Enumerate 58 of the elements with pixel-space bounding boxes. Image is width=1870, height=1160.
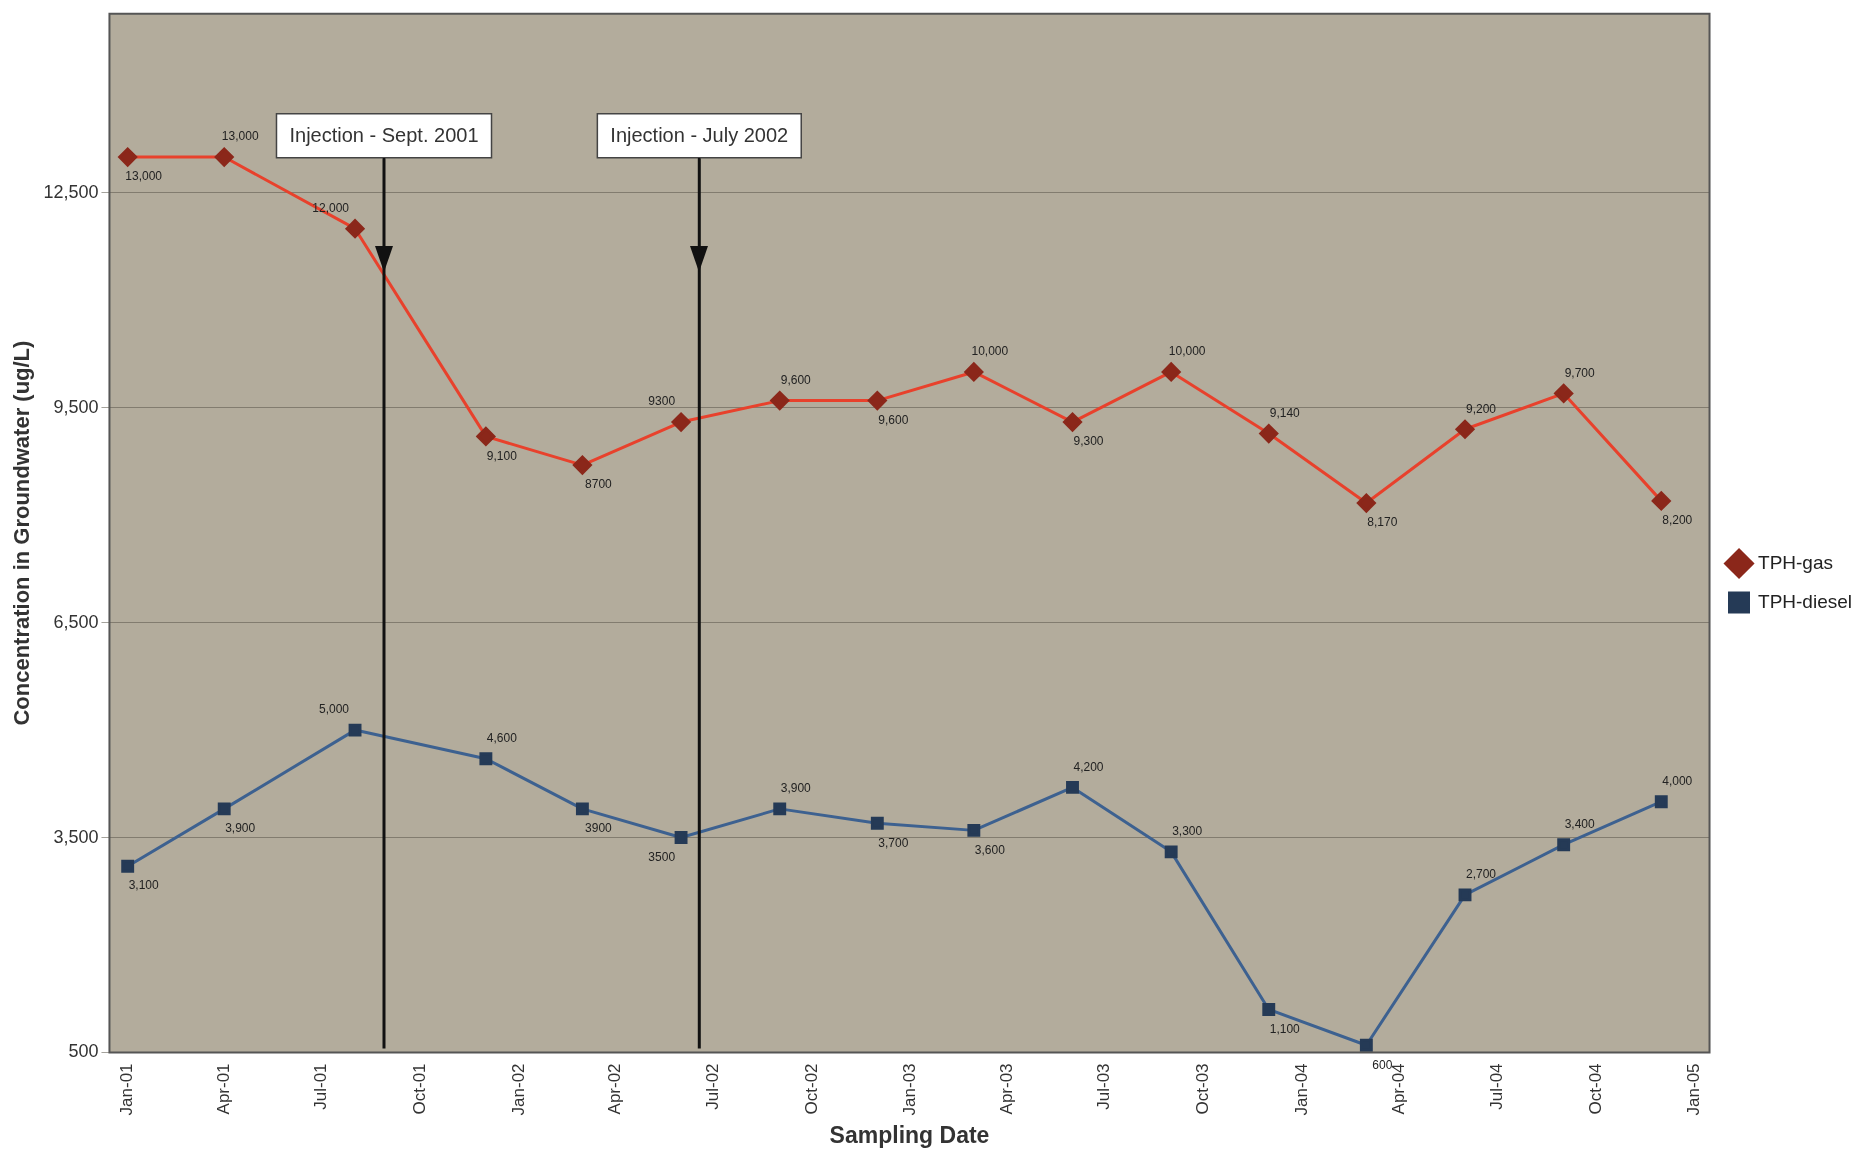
data-label: 9,600: [780, 372, 812, 387]
data-label: 600: [1372, 1057, 1393, 1072]
data-label: 9,600: [878, 412, 909, 427]
x-tick-label: Oct-04: [1585, 1063, 1605, 1115]
y-tick-label: 12,500: [43, 181, 99, 202]
data-label: 9300: [648, 394, 676, 409]
data-label: 3,900: [780, 781, 812, 796]
y-tick-label: 9,500: [53, 396, 99, 417]
data-label: 3,600: [974, 842, 1006, 857]
data-label: 10,000: [971, 344, 1009, 359]
data-label: 3900: [585, 821, 613, 836]
y-tick-label: 6,500: [53, 611, 99, 632]
x-tick-label: Apr-03: [996, 1063, 1016, 1115]
x-axis-title: Sampling Date: [829, 1121, 990, 1148]
data-label: 3,900: [225, 821, 256, 836]
x-tick-label: Oct-01: [410, 1063, 430, 1115]
data-label: 10,000: [1168, 344, 1206, 359]
ref-line-label: Injection - July 2002: [610, 124, 789, 147]
y-tick-label: 500: [68, 1041, 99, 1062]
data-label: 3,300: [1172, 824, 1203, 839]
data-label: 4,000: [1662, 774, 1693, 789]
data-label: 4,600: [486, 731, 518, 746]
ref-line-label: Injection - Sept. 2001: [289, 124, 479, 147]
data-label: 3,400: [1564, 817, 1596, 832]
data-label: 8,170: [1367, 515, 1398, 530]
data-label: 13,000: [125, 169, 163, 184]
x-tick-label: Jul-03: [1094, 1063, 1114, 1110]
data-label: 4,200: [1073, 759, 1104, 774]
data-label: 9,300: [1073, 434, 1104, 449]
data-label: 3,700: [878, 835, 909, 850]
data-label: 2,700: [1466, 867, 1497, 882]
x-tick-label: Apr-02: [605, 1063, 625, 1115]
y-tick-label: 3,500: [53, 826, 99, 847]
data-label: 13,000: [221, 129, 259, 144]
legend-label: TPH-gas: [1758, 551, 1833, 573]
x-tick-label: Jul-01: [311, 1063, 331, 1110]
data-label: 3500: [648, 849, 676, 864]
x-tick-label: Jan-05: [1684, 1063, 1704, 1116]
data-label: 9,140: [1269, 405, 1301, 420]
x-tick-label: Apr-01: [213, 1063, 233, 1115]
x-tick-label: Oct-02: [801, 1063, 821, 1115]
x-tick-label: Jan-04: [1291, 1063, 1311, 1116]
data-label: 3,100: [128, 878, 160, 893]
data-label: 9,100: [486, 448, 518, 463]
data-label: 9,200: [1466, 401, 1497, 416]
x-tick-label: Oct-03: [1193, 1063, 1213, 1115]
x-tick-label: Jan-02: [508, 1063, 528, 1116]
legend-label: TPH-diesel: [1758, 590, 1853, 612]
y-axis-title: Concentration in Groundwater (ug/L): [9, 340, 35, 726]
data-label: 8700: [585, 477, 613, 492]
x-tick-label: Jan-03: [900, 1063, 920, 1116]
x-tick-label: Jul-02: [702, 1063, 722, 1110]
data-label: 1,100: [1269, 1021, 1301, 1036]
x-tick-label: Jan-01: [117, 1063, 137, 1116]
data-label: 8,200: [1662, 513, 1693, 528]
x-tick-label: Jul-04: [1486, 1063, 1506, 1110]
data-label: 5,000: [319, 702, 350, 717]
data-label: 9,700: [1564, 365, 1596, 380]
